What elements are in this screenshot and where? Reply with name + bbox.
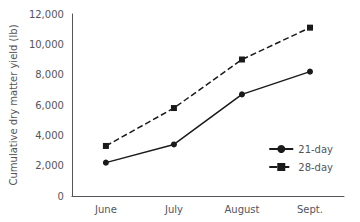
svg-text:6,000: 6,000 bbox=[35, 100, 64, 111]
svg-text:10,000: 10,000 bbox=[29, 39, 64, 50]
svg-text:June: June bbox=[94, 204, 117, 215]
svg-text:Cumulative dry matter yield (l: Cumulative dry matter yield (lb) bbox=[8, 24, 19, 185]
svg-text:July: July bbox=[164, 204, 183, 215]
svg-text:4,000: 4,000 bbox=[35, 130, 64, 141]
svg-text:8,000: 8,000 bbox=[35, 69, 64, 80]
svg-text:Sept.: Sept. bbox=[297, 204, 323, 215]
svg-text:12,000: 12,000 bbox=[29, 9, 64, 20]
svg-text:0: 0 bbox=[58, 191, 64, 202]
svg-text:21-day: 21-day bbox=[298, 144, 333, 155]
svg-text:August: August bbox=[224, 204, 259, 215]
svg-text:2,000: 2,000 bbox=[35, 160, 64, 171]
svg-text:28-day: 28-day bbox=[298, 162, 333, 173]
